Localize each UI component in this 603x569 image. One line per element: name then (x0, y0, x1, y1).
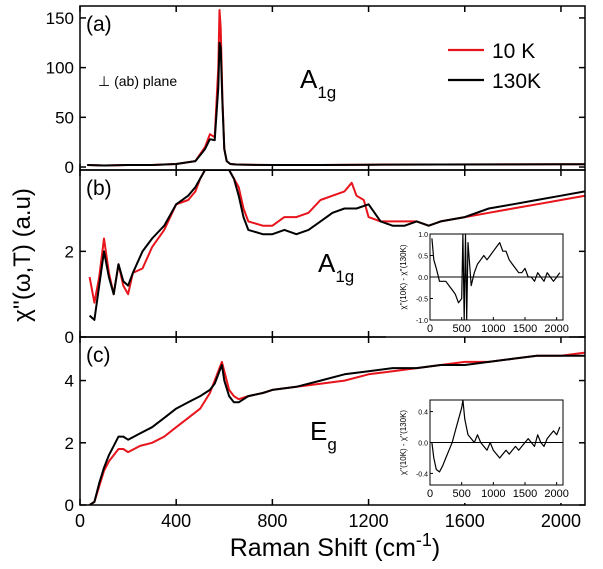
inset-y-axis-label: χ''(10K) - χ''(130K) (399, 410, 408, 476)
y-tick-label: 2 (65, 434, 74, 453)
inset-x-tick-label: 1500 (513, 323, 537, 335)
inset-y-tick-label: -0.5 (416, 297, 428, 304)
series-line-10k (88, 170, 585, 304)
inset-x-tick-label: 500 (452, 488, 470, 500)
inset-plot: 0 500 1000 1500 2000 -1.0 -0.5 0.0 0.5 1.0 χ''(10K… (386, 232, 569, 338)
x-tick-label: 2000 (541, 511, 581, 531)
y-tick-label: 150 (46, 9, 74, 28)
inset-series-line (431, 400, 561, 473)
polarization-note: ⊥ (ab) plane (98, 73, 177, 89)
inset-x-tick-label: 2000 (544, 488, 568, 500)
legend-label: 130K (492, 70, 541, 93)
inset-y-tick-label: -0.4 (416, 471, 428, 478)
inset-x-tick-label: 1000 (481, 488, 505, 500)
inset-plot: 0 500 1000 1500 2000 -0.4 0.0 0.4 χ''(10K) - χ''… (386, 398, 569, 503)
mode-label: Eg (310, 416, 337, 454)
y-tick-label: 0 (65, 496, 74, 515)
panel-label: (b) (86, 177, 112, 200)
inset-background (386, 232, 569, 338)
inset-x-tick-label: 0 (427, 323, 433, 335)
mode-label: A1g (300, 64, 336, 102)
x-axis-label: Raman Shift (cm-1) (230, 530, 441, 562)
panel-frame (79, 336, 586, 506)
x-axis-label-superscript: -1 (416, 530, 432, 550)
mode-label-subscript: g (327, 435, 336, 454)
legend-label: 10 K (492, 40, 535, 63)
inset-x-tick-label: 2000 (544, 323, 568, 335)
y-axis-label: χ''(ω,T) (a.u) (9, 188, 36, 322)
series-line-130k (89, 354, 585, 505)
panel-b: 0 2 (b) A1g 0 500 1000 1500 2000 -1.0 -0.5 0.0 0.5 1.… (65, 169, 586, 347)
inset-y-tick-label: 0.0 (418, 441, 428, 448)
inset-x-tick-label: 500 (452, 323, 470, 335)
inset-y-tick-label: -1.0 (416, 318, 428, 325)
panel-a: 0 50 100 150 (a) A1g ⊥ (ab) plane (46, 5, 586, 177)
inset-x-tick-label: 0 (427, 488, 433, 500)
y-tick-label: 100 (46, 59, 74, 78)
inset-y-axis-label: χ''(10K) - χ''(130K) (399, 244, 408, 310)
inset-background (386, 398, 569, 503)
series-line-130k (88, 170, 585, 321)
inset-y-tick-label: 1.0 (418, 232, 428, 239)
panel-label: (c) (86, 344, 111, 367)
inset-y-tick-label: 0.0 (418, 275, 428, 282)
inset-x-tick-label: 1000 (481, 323, 505, 335)
panel-c: 0 2 4 (c) Eg 0 500 1000 1500 2000 -0.4 0.0 0.4 χ''(10… (65, 336, 586, 515)
inset-x-tick-label: 1500 (513, 488, 537, 500)
x-tick-label: 400 (161, 511, 191, 531)
panel-label: (a) (86, 13, 112, 36)
x-tick-label: 0 (75, 511, 85, 531)
y-tick-label: 2 (65, 242, 74, 261)
y-tick-label: 4 (65, 372, 74, 391)
inset-y-tick-label: 0.5 (418, 254, 428, 261)
y-tick-label: 0 (65, 158, 74, 177)
inset-series-line (431, 234, 561, 320)
y-tick-label: 0 (65, 328, 74, 347)
x-tick-label: 800 (257, 511, 287, 531)
mode-label: A1g (318, 248, 354, 286)
x-axis-label-close: ) (432, 534, 440, 562)
mode-label-subscript: 1g (335, 267, 354, 286)
legend: 10 K 130K (448, 40, 541, 93)
inset-y-tick-label: 0.4 (418, 410, 428, 417)
mode-label-subscript: 1g (317, 83, 336, 102)
x-tick-label: 1200 (349, 511, 389, 531)
y-tick-label: 50 (55, 108, 74, 127)
x-tick-label: 1600 (445, 511, 485, 531)
